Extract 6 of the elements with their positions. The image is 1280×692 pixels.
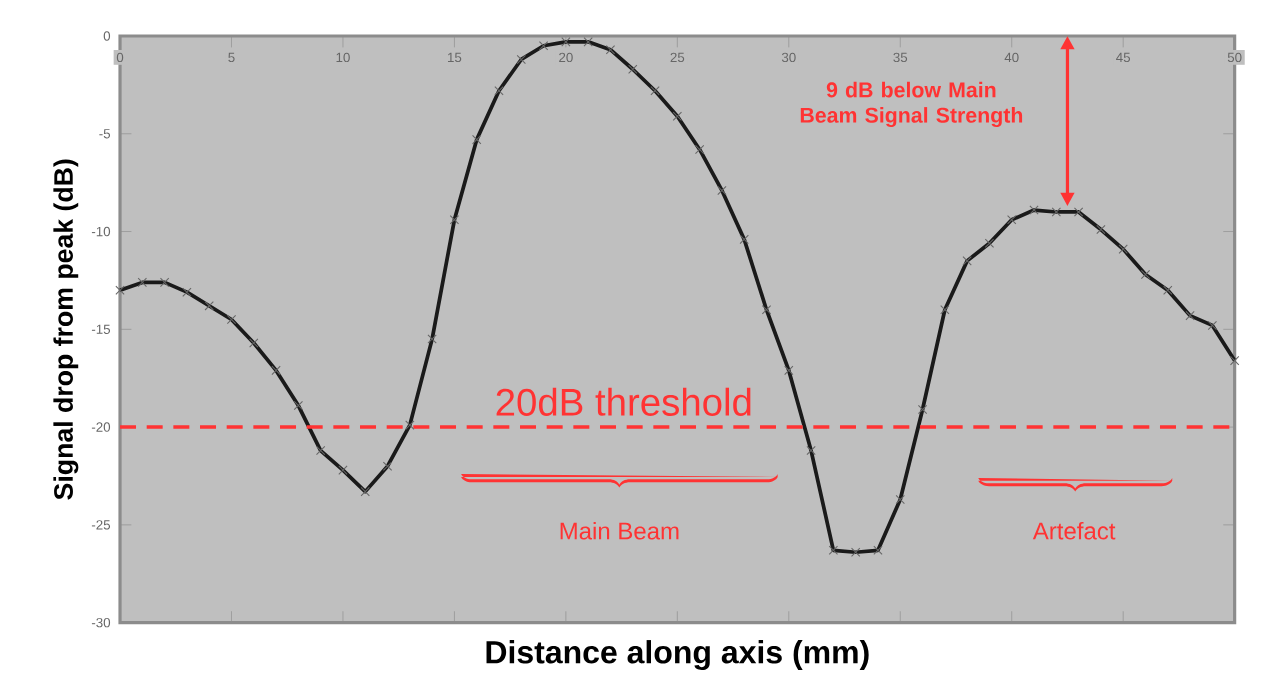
y-axis-title: Signal drop from peak (dB): [53, 159, 79, 500]
annotation: Artefact: [1032, 521, 1116, 540]
annotation: 9 dB below Main Beam Signal Strength: [800, 81, 1023, 128]
annotation: Main Beam: [560, 521, 679, 540]
ref-line-label: 20dB threshold: [496, 387, 751, 416]
x-axis-title: Distance along axis (mm): [486, 640, 869, 671]
